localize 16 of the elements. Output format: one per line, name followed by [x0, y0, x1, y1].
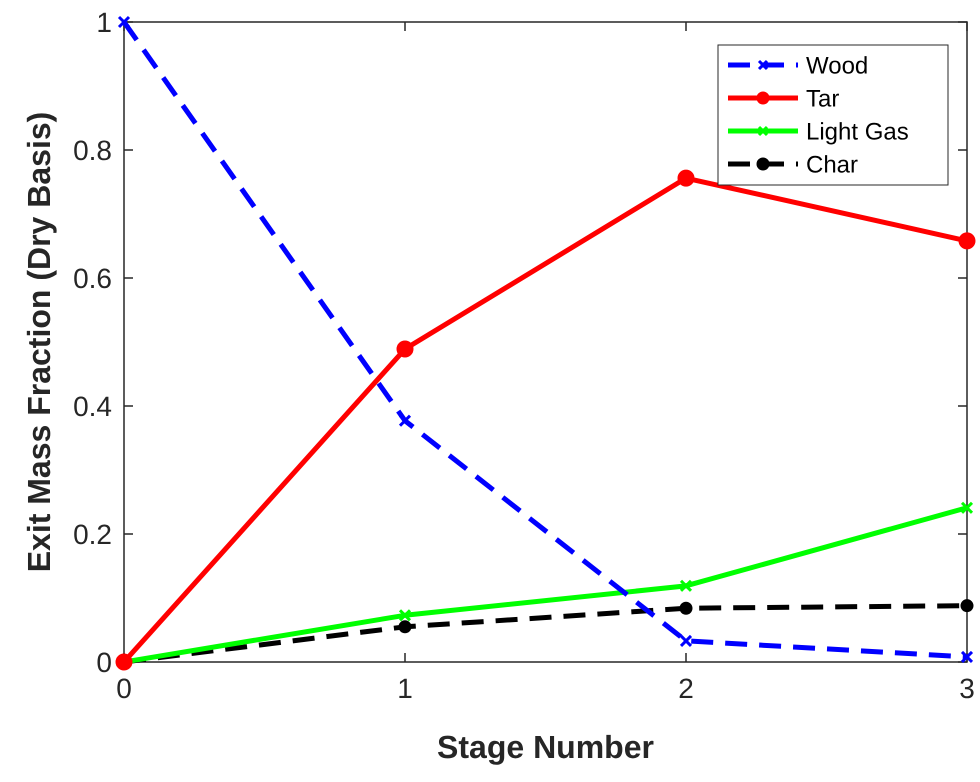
x-tick-label: 3 [959, 673, 975, 704]
x-axis-title: Stage Number [437, 729, 654, 765]
y-tick-label: 0 [96, 646, 112, 678]
x-tick-label: 2 [678, 673, 694, 704]
legend-label: Char [806, 151, 858, 178]
y-tick-label: 0.6 [73, 262, 112, 294]
legend-label: Wood [806, 52, 868, 80]
x-tick-label: 0 [116, 673, 132, 704]
y-tick-label: 0.8 [73, 134, 112, 166]
legend-label: Tar [806, 85, 840, 112]
y-axis-title: Exit Mass Fraction (Dry Basis) [21, 112, 57, 572]
y-tick-label: 0.4 [73, 390, 112, 422]
y-tick-label: 0.2 [73, 518, 112, 550]
x-tick-label: 1 [397, 673, 413, 704]
legend-label: Light Gas [806, 118, 909, 146]
y-tick-label: 1 [96, 6, 112, 38]
